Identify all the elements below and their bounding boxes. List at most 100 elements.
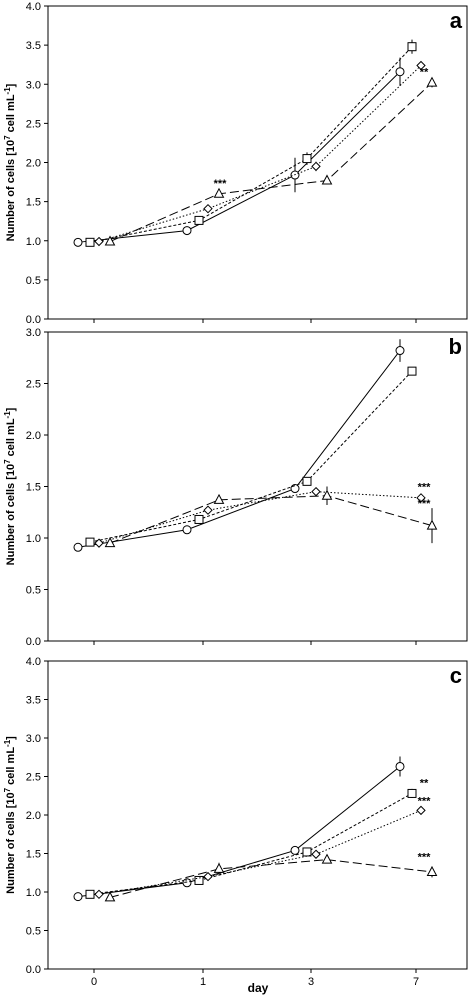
panel-letter: c: [450, 663, 462, 688]
y-axis-label: Number of cells [107 cell mL-1]: [3, 736, 17, 894]
data-point-triangle: [213, 493, 225, 504]
series-circle: [73, 339, 405, 552]
x-tick-label: 7: [413, 976, 419, 988]
data-point-circle: [290, 845, 300, 855]
y-tick-label: 4.0: [26, 1, 41, 13]
y-tick-label: 0.5: [26, 585, 41, 597]
data-point-diamond: [311, 486, 321, 497]
data-point-triangle: [213, 187, 225, 198]
y-tick-label: 3.5: [26, 695, 41, 707]
series-line: [109, 82, 433, 242]
data-point-square: [407, 366, 417, 376]
data-point-circle: [73, 237, 83, 247]
significance-label: ***: [418, 498, 432, 510]
data-point-triangle: [321, 853, 333, 864]
y-tick-label: 3.0: [26, 327, 41, 339]
data-point-circle: [182, 226, 192, 236]
series-line: [98, 809, 422, 895]
data-point-circle: [290, 484, 300, 494]
y-tick-label: 2.0: [26, 810, 41, 822]
series-triangle: [104, 76, 438, 246]
data-point-triangle: [104, 537, 116, 548]
data-point-triangle: [104, 891, 116, 902]
series-line: [109, 859, 433, 898]
panel-a: 0.00.51.01.52.02.53.03.54.0a*****: [26, 1, 468, 326]
series-triangle: [104, 486, 438, 548]
plot-frame: [47, 660, 468, 970]
data-point-diamond: [203, 871, 213, 882]
data-point-triangle: [426, 76, 438, 87]
data-point-diamond: [311, 161, 321, 172]
y-tick-label: 0.5: [26, 926, 41, 938]
y-axis-label: Number of cells [107 cell mL-1]: [3, 407, 17, 565]
data-point-square: [407, 42, 417, 52]
data-point-triangle: [426, 865, 438, 876]
y-tick-label: 1.5: [26, 197, 41, 209]
y-tick-label: 3.0: [26, 79, 41, 91]
data-point-circle: [73, 542, 83, 552]
series-line: [77, 71, 401, 243]
y-tick-label: 2.5: [26, 379, 41, 391]
series-circle: [73, 756, 405, 902]
series-diamond: [94, 805, 426, 900]
data-point-square: [194, 514, 204, 524]
series-line: [98, 491, 422, 544]
significance-label: ***: [418, 482, 432, 494]
data-point-triangle: [104, 235, 116, 246]
series-line: [89, 370, 413, 543]
y-tick-label: 1.5: [26, 849, 41, 861]
significance-label: **: [420, 778, 429, 790]
series-square: [85, 788, 417, 899]
panel-letter: a: [450, 8, 463, 33]
y-tick-label: 3.5: [26, 40, 41, 52]
data-point-circle: [395, 346, 405, 356]
y-tick-label: 2.0: [26, 430, 41, 442]
y-tick-label: 1.5: [26, 482, 41, 494]
series-line: [89, 793, 413, 895]
data-point-square: [85, 537, 95, 547]
data-point-circle: [73, 892, 83, 902]
x-axis-label: day: [248, 981, 269, 995]
series-triangle: [104, 853, 438, 902]
y-tick-label: 0.0: [26, 636, 41, 648]
y-tick-label: 3.0: [26, 733, 41, 745]
series-diamond: [94, 60, 426, 247]
series-line: [77, 766, 401, 898]
series-line: [89, 46, 413, 243]
data-point-triangle: [321, 489, 333, 500]
data-point-square: [302, 476, 312, 486]
plot-frame: [47, 5, 468, 320]
series-line: [109, 495, 433, 544]
data-point-circle: [182, 878, 192, 888]
data-point-square: [302, 847, 312, 857]
y-tick-label: 0.5: [26, 275, 41, 287]
data-point-triangle: [426, 519, 438, 530]
series-line: [98, 65, 422, 243]
series-line: [77, 350, 401, 548]
data-point-square: [407, 788, 417, 798]
y-tick-label: 4.0: [26, 656, 41, 668]
data-point-diamond: [94, 889, 104, 900]
data-point-circle: [395, 67, 405, 77]
y-tick-label: 2.0: [26, 158, 41, 170]
data-point-square: [302, 154, 312, 164]
data-point-triangle: [213, 862, 225, 873]
data-point-diamond: [416, 493, 426, 503]
data-point-diamond: [94, 538, 104, 548]
data-point-diamond: [416, 805, 426, 816]
y-tick-label: 1.0: [26, 887, 41, 899]
y-tick-label: 2.5: [26, 772, 41, 784]
data-point-diamond: [416, 60, 426, 71]
y-tick-label: 2.5: [26, 118, 41, 130]
series-square: [85, 39, 417, 247]
panel-c: 0.00.51.01.52.02.53.03.54.00 1 3 7c********: [26, 656, 468, 988]
panel-letter: b: [449, 334, 462, 359]
significance-label: ***: [214, 178, 228, 190]
plot-frame: [47, 331, 468, 642]
data-point-diamond: [203, 505, 213, 515]
data-point-circle: [182, 525, 192, 535]
series-circle: [73, 57, 405, 247]
x-tick-label: 1: [200, 976, 206, 988]
data-point-square: [194, 875, 204, 885]
